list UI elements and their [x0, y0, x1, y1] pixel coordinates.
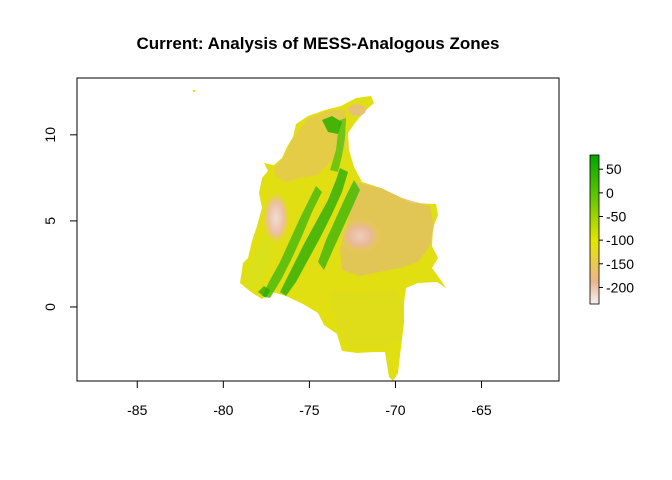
y-tick-label: 0 [42, 303, 58, 311]
y-tick-label: 5 [42, 217, 58, 225]
tan-amazon [330, 290, 404, 348]
pink-east-zone [338, 218, 382, 254]
x-tick-label: -85 [127, 402, 147, 418]
y-tick-label: 10 [42, 127, 58, 143]
island-pixel [193, 90, 195, 92]
legend-tick-label: 0 [606, 185, 614, 201]
green-south-tip [258, 286, 270, 298]
yellow-west-lowland [244, 236, 274, 290]
map-raster [193, 90, 446, 381]
legend-tick-label: -150 [606, 256, 634, 272]
x-tick-label: -65 [471, 402, 491, 418]
plot-frame [76, 77, 560, 382]
y-axis: 0 5 10 [42, 127, 77, 311]
x-tick-label: -70 [385, 402, 405, 418]
legend-tick-label: -100 [606, 232, 634, 248]
green-eastern-range [318, 180, 360, 270]
legend-tick-label: -50 [606, 208, 626, 224]
x-tick-label: -80 [213, 402, 233, 418]
x-tick-label: -75 [299, 402, 319, 418]
legend-tick-label: 50 [606, 161, 622, 177]
green-western-range [262, 186, 322, 298]
green-central-range [280, 168, 348, 296]
x-axis: -85 -80 -75 -70 -65 [127, 381, 492, 418]
pink-north-zone [348, 104, 366, 116]
legend-tick-label: -200 [606, 279, 634, 295]
chart-title: Current: Analysis of MESS-Analogous Zone… [136, 34, 499, 53]
green-north-strip [330, 118, 346, 172]
color-legend: 50 0 -50 -100 -150 -200 [589, 154, 634, 305]
legend-colorbar [589, 154, 600, 305]
pink-west-zone [263, 192, 289, 244]
green-sierra [322, 116, 342, 134]
legend-ticks: 50 0 -50 -100 -150 -200 [599, 161, 634, 295]
